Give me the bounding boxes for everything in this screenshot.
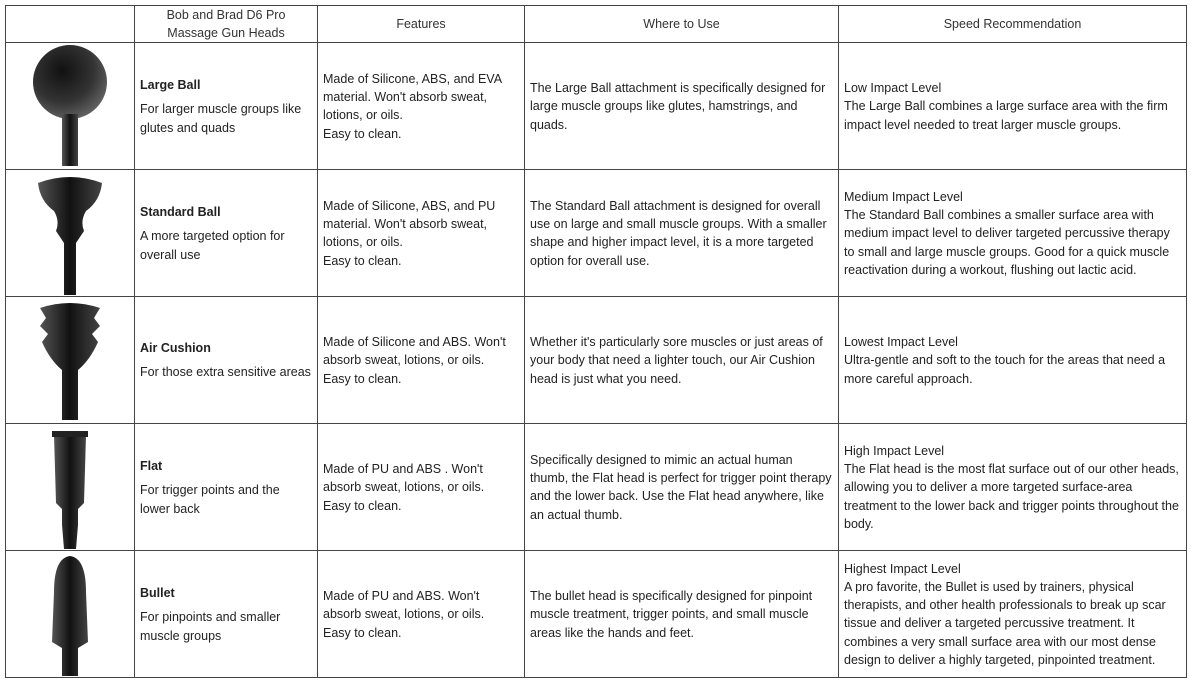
massage-gun-heads-table: Bob and Brad D6 Pro Massage Gun Heads Fe… [5, 4, 1187, 679]
impact-level: High Impact Level [844, 443, 945, 458]
where-text: The Large Ball attachment is specificall… [530, 81, 826, 132]
speed-text: The Large Ball combines a large surface … [844, 99, 1168, 132]
speed-cell: Lowest Impact Level Ultra-gentle and sof… [838, 296, 1187, 425]
features-cell: Made of Silicone, ABS, and EVA material.… [317, 42, 525, 171]
large-ball-head-icon [33, 45, 107, 167]
where-to-use-cell: The Standard Ball attachment is designed… [524, 169, 839, 298]
where-to-use-cell: Specifically designed to mimic an actual… [524, 423, 839, 552]
features-text: Made of Silicone, ABS, and EVA material.… [323, 72, 502, 123]
where-to-use-cell: Whether it's particularly sore muscles o… [524, 296, 839, 425]
header-features: Features [317, 4, 525, 44]
head-cell: Flat For trigger points and the lower ba… [134, 423, 318, 552]
standard-ball-head-icon [38, 177, 102, 296]
impact-level: Lowest Impact Level [844, 335, 958, 350]
features-clean: Easy to clean. [323, 498, 402, 513]
features-clean: Easy to clean. [323, 371, 402, 386]
features-cell: Made of PU and ABS . Won't absorb sweat,… [317, 423, 525, 552]
head-description: For trigger points and the lower back [140, 483, 280, 516]
features-cell: Made of Silicone and ABS. Won't absorb s… [317, 296, 525, 425]
header-row: Bob and Brad D6 Pro Massage Gun Heads Fe… [5, 4, 1187, 44]
features-clean: Easy to clean. [323, 625, 402, 640]
table-row: Air Cushion For those extra sensitive ar… [5, 296, 1187, 425]
head-name: Large Ball [140, 78, 201, 93]
features-cell: Made of PU and ABS. Won't absorb sweat, … [317, 550, 525, 679]
head-cell: Air Cushion For those extra sensitive ar… [134, 296, 318, 425]
where-text: The Standard Ball attachment is designed… [530, 199, 827, 268]
speed-cell: Highest Impact Level A pro favorite, the… [838, 550, 1187, 679]
head-image-cell [5, 296, 135, 425]
head-image-cell [5, 42, 135, 171]
where-text: Whether it's particularly sore muscles o… [530, 335, 823, 386]
speed-cell: High Impact Level The Flat head is the m… [838, 423, 1187, 552]
bullet-head-icon [52, 556, 88, 677]
features-clean: Easy to clean. [323, 126, 402, 141]
head-description: A more targeted option for overall use [140, 229, 285, 262]
head-description: For those extra sensitive areas [140, 365, 311, 380]
features-text: Made of PU and ABS . Won't absorb sweat,… [323, 462, 485, 495]
features-text: Made of Silicone, ABS, and PU material. … [323, 199, 496, 250]
head-description: For pinpoints and smaller muscle groups [140, 610, 281, 643]
speed-text: A pro favorite, the Bullet is used by tr… [844, 580, 1166, 667]
where-to-use-cell: The bullet head is specifically designed… [524, 550, 839, 679]
speed-text: Ultra-gentle and soft to the touch for t… [844, 353, 1166, 386]
head-name: Flat [140, 459, 163, 474]
where-text: Specifically designed to mimic an actual… [530, 453, 832, 522]
table-row: Flat For trigger points and the lower ba… [5, 423, 1187, 552]
head-name: Standard Ball [140, 205, 221, 220]
flat-head-icon [52, 431, 88, 550]
features-text: Made of PU and ABS. Won't absorb sweat, … [323, 589, 485, 622]
speed-text: The Flat head is the most flat surface o… [844, 462, 1179, 531]
air-cushion-head-icon [40, 303, 100, 421]
table-row: Bullet For pinpoints and smaller muscle … [5, 550, 1187, 679]
head-name: Bullet [140, 586, 175, 601]
speed-cell: Medium Impact Level The Standard Ball co… [838, 169, 1187, 298]
header-heads: Bob and Brad D6 Pro Massage Gun Heads [134, 4, 318, 44]
features-cell: Made of Silicone, ABS, and PU material. … [317, 169, 525, 298]
header-where: Where to Use [524, 4, 839, 44]
where-text: The bullet head is specifically designed… [530, 589, 813, 640]
impact-level: Low Impact Level [844, 81, 942, 96]
table-row: Standard Ball A more targeted option for… [5, 169, 1187, 298]
head-image-cell [5, 423, 135, 552]
where-to-use-cell: The Large Ball attachment is specificall… [524, 42, 839, 171]
head-cell: Large Ball For larger muscle groups like… [134, 42, 318, 171]
header-image [5, 4, 135, 44]
head-image-cell [5, 169, 135, 298]
head-cell: Bullet For pinpoints and smaller muscle … [134, 550, 318, 679]
header-speed: Speed Recommendation [838, 4, 1187, 44]
table-row: Large Ball For larger muscle groups like… [5, 42, 1187, 171]
features-clean: Easy to clean. [323, 253, 402, 268]
speed-cell: Low Impact Level The Large Ball combines… [838, 42, 1187, 171]
head-image-cell [5, 550, 135, 679]
impact-level: Highest Impact Level [844, 561, 961, 576]
head-cell: Standard Ball A more targeted option for… [134, 169, 318, 298]
head-name: Air Cushion [140, 341, 211, 356]
impact-level: Medium Impact Level [844, 189, 963, 204]
speed-text: The Standard Ball combines a smaller sur… [844, 208, 1170, 277]
features-text: Made of Silicone and ABS. Won't absorb s… [323, 335, 506, 368]
head-description: For larger muscle groups like glutes and… [140, 102, 302, 135]
